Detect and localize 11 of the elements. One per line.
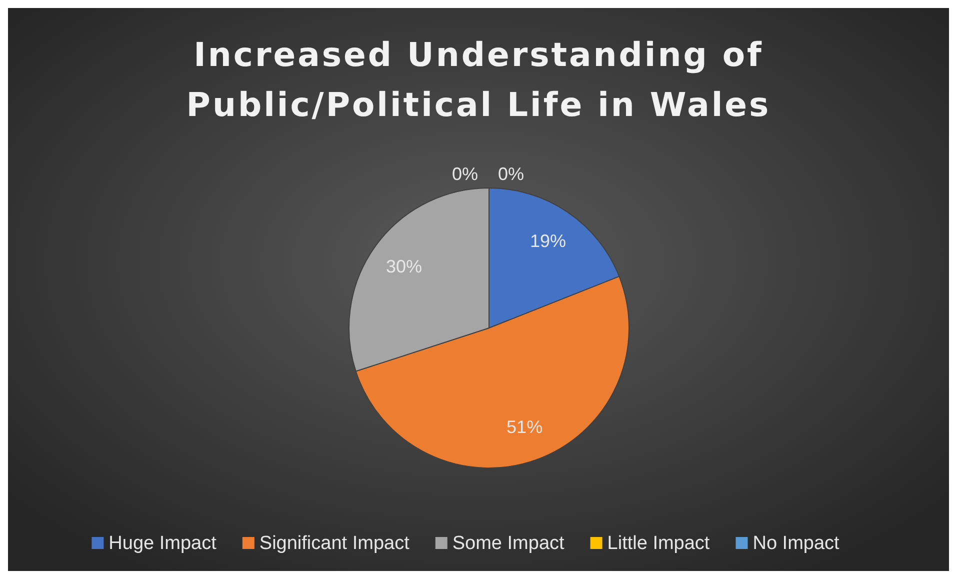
legend-label: Some Impact: [452, 533, 566, 554]
chart-title: Increased Understanding of Public/Political Life in Wales: [186, 35, 771, 124]
text: 0%: [452, 164, 478, 184]
text: 0%: [498, 164, 524, 184]
data-label: 19%: [530, 231, 566, 252]
legend-label: No Impact: [752, 533, 840, 554]
data-label: 30%: [386, 256, 422, 276]
data-label: 51%: [506, 416, 543, 437]
slice-label: Significant Impact: [259, 533, 410, 554]
legend-label: Little Impact: [607, 533, 710, 554]
legend-label: Huge Impact: [108, 533, 218, 554]
